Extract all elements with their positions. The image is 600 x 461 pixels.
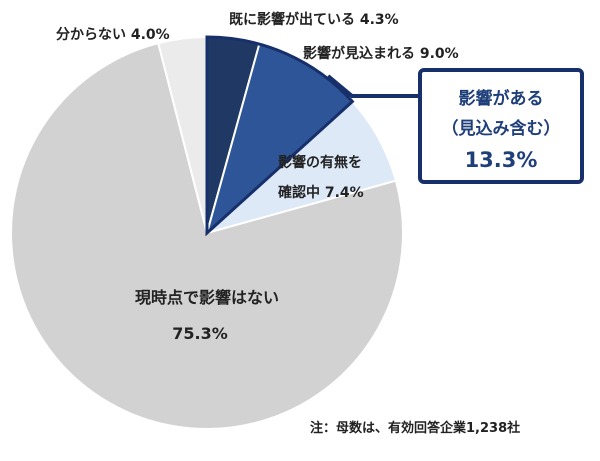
slice-label-unknown: 分からない 4.0%: [56, 27, 170, 43]
impact-group-outline: [205, 35, 355, 237]
callout-connector-line: [326, 74, 420, 98]
callout-line2: （見込み含む）: [442, 118, 561, 139]
footnote: 注：母数は、有効回答企業1,238社: [310, 420, 520, 436]
callout-line1: 影響がある: [459, 88, 544, 109]
slices-layer: [10, 35, 404, 430]
callout-box: [418, 68, 584, 184]
slice-value-no-impact: 75.3%: [172, 324, 228, 343]
slice-label-expected: 影響が見込まれる 9.0%: [303, 45, 459, 62]
slice-label-checking-line2: 確認中 7.4%: [278, 184, 364, 201]
slice-label-checking-line1: 影響の有無を: [278, 154, 362, 171]
callout-value: 13.3%: [465, 148, 538, 172]
slice-label-already-affected: 既に影響が出ている 4.3%: [229, 11, 399, 28]
slice-no-impact: [10, 41, 404, 430]
slice-label-no-impact: 現時点で影響はない: [135, 288, 279, 307]
